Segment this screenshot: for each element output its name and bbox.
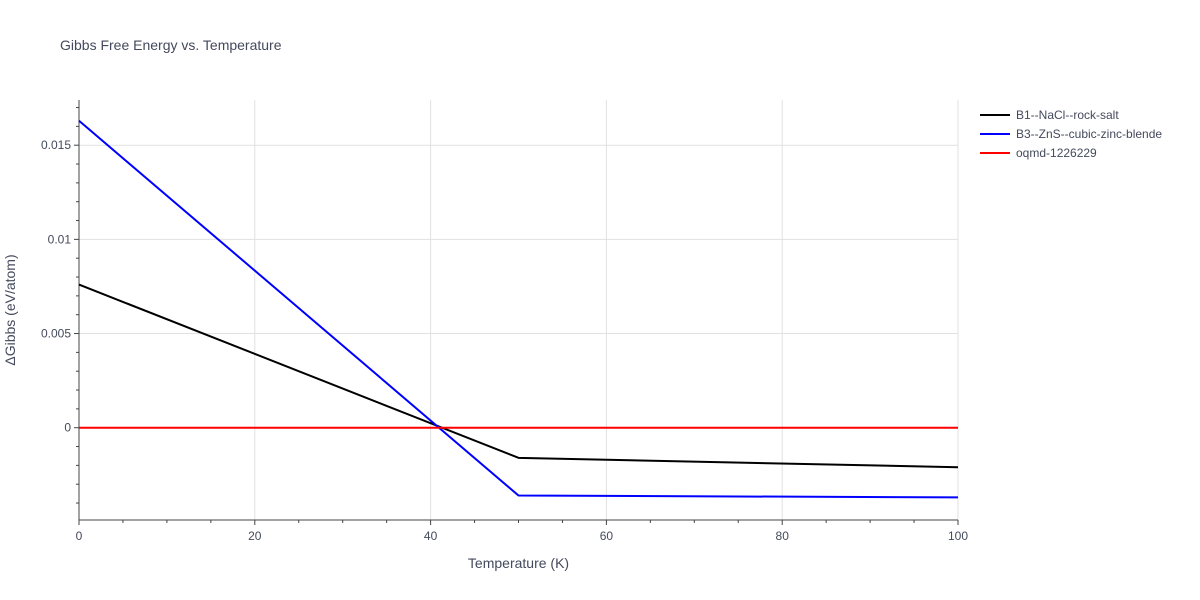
legend-item[interactable]: B3--ZnS--cubic-zinc-blende xyxy=(980,127,1162,141)
x-tick-label: 100 xyxy=(948,529,968,543)
y-axis-title: ΔGibbs (eV/atom) xyxy=(2,254,18,365)
x-tick-label: 60 xyxy=(600,529,614,543)
y-tick-label: 0.015 xyxy=(41,138,71,152)
grid-layer xyxy=(79,100,959,520)
legend: B1--NaCl--rock-salt B3--ZnS--cubic-zinc-b… xyxy=(980,108,1162,160)
axes-layer: 0 20 40 60 80 100 0 0.005 0.01 0.015 xyxy=(41,100,968,543)
x-tick-label: 80 xyxy=(776,529,790,543)
y-tick-label: 0 xyxy=(64,421,71,435)
y-tick-label: 0.005 xyxy=(41,327,71,341)
series-line-1 xyxy=(78,283,959,469)
x-tick-label: 40 xyxy=(424,529,438,543)
x-tick-label: 20 xyxy=(248,529,262,543)
series-layer xyxy=(78,119,959,499)
legend-label: oqmd-1226229 xyxy=(1016,146,1097,160)
legend-item[interactable]: B1--NaCl--rock-salt xyxy=(980,108,1119,122)
chart-title: Gibbs Free Energy vs. Temperature xyxy=(60,37,282,53)
legend-item[interactable]: oqmd-1226229 xyxy=(980,146,1097,160)
y-tick-label: 0.01 xyxy=(48,232,72,246)
x-tick-label: 0 xyxy=(76,529,83,543)
legend-label: B3--ZnS--cubic-zinc-blende xyxy=(1016,127,1162,141)
legend-label: B1--NaCl--rock-salt xyxy=(1016,108,1119,122)
series-line-2 xyxy=(78,119,959,499)
x-axis-title: Temperature (K) xyxy=(468,555,569,571)
